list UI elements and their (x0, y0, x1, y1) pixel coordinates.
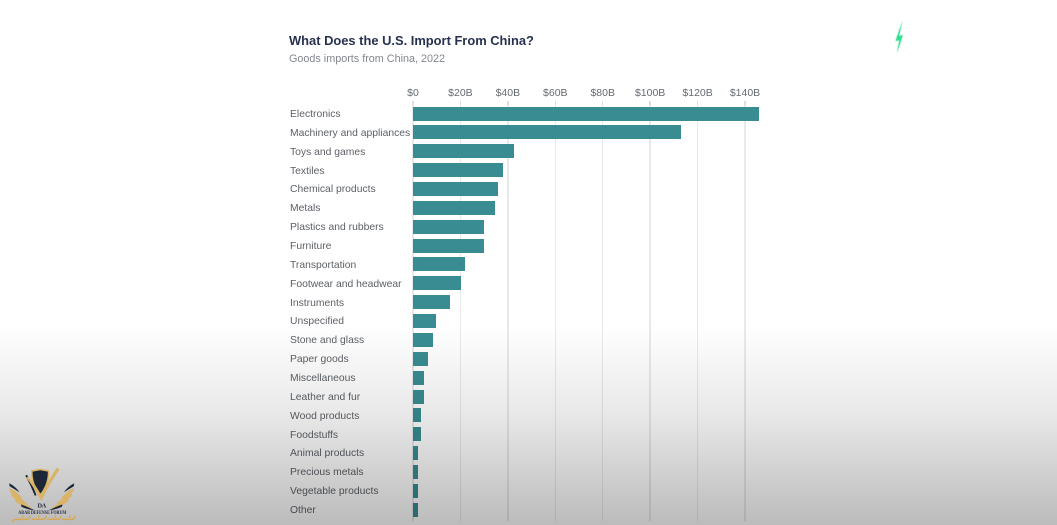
svg-text:DA: DA (37, 502, 46, 509)
svg-text:ARAB DEFENSE FORUM: ARAB DEFENSE FORUM (18, 510, 66, 516)
